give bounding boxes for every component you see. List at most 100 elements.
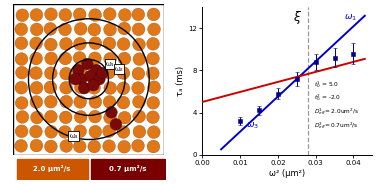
Circle shape [89, 110, 101, 123]
Circle shape [59, 111, 72, 124]
Circle shape [133, 53, 146, 66]
Circle shape [132, 139, 144, 152]
Circle shape [117, 96, 130, 109]
Circle shape [110, 118, 122, 130]
Circle shape [15, 66, 28, 79]
Circle shape [16, 9, 29, 22]
Circle shape [45, 95, 57, 108]
Circle shape [15, 53, 28, 66]
Circle shape [118, 22, 131, 35]
Text: $\omega_1$: $\omega_1$ [344, 13, 357, 23]
Circle shape [44, 22, 57, 35]
Text: 0.7 μm²/s: 0.7 μm²/s [109, 165, 147, 172]
Circle shape [60, 67, 73, 80]
Circle shape [103, 140, 115, 153]
Circle shape [45, 8, 57, 21]
Circle shape [119, 9, 131, 21]
Circle shape [45, 140, 57, 153]
Circle shape [79, 82, 90, 94]
Circle shape [74, 125, 87, 138]
Circle shape [30, 23, 43, 36]
Circle shape [16, 111, 29, 123]
Circle shape [132, 82, 144, 94]
Circle shape [30, 8, 43, 21]
Circle shape [74, 111, 87, 123]
Circle shape [104, 8, 116, 20]
Text: ω₂: ω₂ [115, 65, 123, 72]
Circle shape [147, 38, 160, 50]
Circle shape [59, 125, 71, 138]
Circle shape [31, 111, 43, 124]
Circle shape [60, 82, 73, 94]
Circle shape [147, 67, 159, 80]
Circle shape [103, 37, 116, 50]
Text: 2.0 μm²/s: 2.0 μm²/s [34, 165, 71, 172]
Text: ω₁: ω₁ [105, 60, 114, 68]
Circle shape [15, 37, 28, 49]
Circle shape [133, 110, 146, 123]
Circle shape [88, 23, 101, 36]
Circle shape [74, 38, 86, 50]
Circle shape [73, 8, 86, 21]
Circle shape [147, 126, 160, 139]
Circle shape [59, 8, 72, 21]
Circle shape [15, 23, 28, 36]
Circle shape [97, 67, 108, 79]
Circle shape [59, 23, 71, 36]
Text: $\omega_3$: $\omega_3$ [246, 121, 259, 131]
Circle shape [15, 97, 28, 109]
Circle shape [103, 66, 115, 79]
Circle shape [117, 38, 130, 50]
Circle shape [118, 140, 130, 153]
Circle shape [30, 37, 42, 50]
Circle shape [45, 52, 57, 65]
Circle shape [45, 125, 57, 138]
Circle shape [148, 81, 160, 93]
Circle shape [133, 95, 145, 108]
Text: ω₃: ω₃ [70, 132, 78, 140]
Circle shape [147, 111, 159, 123]
Circle shape [15, 139, 27, 152]
Circle shape [132, 23, 145, 36]
Circle shape [30, 96, 43, 108]
Circle shape [103, 95, 116, 108]
Bar [17, 159, 88, 179]
Circle shape [45, 67, 57, 79]
Circle shape [88, 67, 101, 80]
Circle shape [118, 111, 131, 124]
Circle shape [60, 38, 72, 50]
Circle shape [73, 64, 84, 76]
Circle shape [117, 67, 130, 79]
Circle shape [89, 125, 102, 138]
Bar [91, 159, 165, 179]
Circle shape [133, 125, 146, 138]
Circle shape [30, 82, 43, 94]
Circle shape [89, 96, 102, 108]
Circle shape [15, 125, 28, 138]
Circle shape [74, 22, 87, 35]
Circle shape [132, 8, 145, 21]
Circle shape [88, 140, 101, 153]
Circle shape [104, 23, 116, 36]
Circle shape [59, 52, 72, 65]
Circle shape [104, 53, 116, 65]
X-axis label: ω² (μm²): ω² (μm²) [269, 169, 305, 178]
Circle shape [117, 82, 130, 95]
Circle shape [60, 95, 73, 108]
Circle shape [132, 67, 145, 80]
Circle shape [91, 64, 102, 76]
Circle shape [44, 81, 57, 94]
Circle shape [88, 52, 101, 65]
Circle shape [147, 8, 160, 21]
Text: $t_0^1$ = 5.0
$t_0^2$ = -2.0
$D^1_{eff}$= 2.0um$^2$/s
$D^2_{eff}$= 0.7um$^2$/s: $t_0^1$ = 5.0 $t_0^2$ = -2.0 $D^1_{eff}$… [314, 79, 359, 131]
Circle shape [103, 125, 115, 137]
Circle shape [74, 66, 87, 79]
Circle shape [30, 52, 42, 65]
Circle shape [85, 70, 96, 82]
Circle shape [148, 23, 160, 36]
Circle shape [74, 81, 87, 94]
Circle shape [89, 37, 102, 49]
Circle shape [29, 125, 42, 138]
Circle shape [88, 79, 99, 91]
Y-axis label: τₐ (ms): τₐ (ms) [176, 66, 185, 96]
